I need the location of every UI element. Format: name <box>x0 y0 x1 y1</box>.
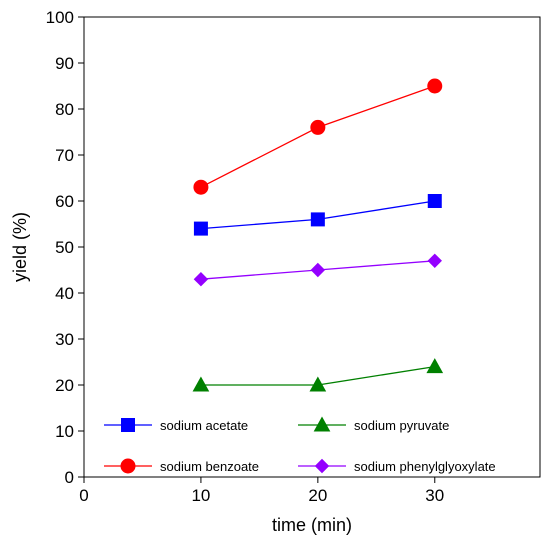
y-axis-title: yield (%) <box>10 212 30 282</box>
legend-marker-sodium-pyruvate <box>313 416 331 432</box>
data-point-sodium-benzoate <box>193 179 209 195</box>
legend-marker-sodium-acetate <box>121 418 135 432</box>
y-tick-label: 20 <box>55 376 74 395</box>
legend-label: sodium phenylglyoxylate <box>354 459 496 474</box>
x-tick-label: 0 <box>79 486 88 505</box>
series-line-sodium-benzoate <box>200 85 435 188</box>
legend-item-sodium-benzoate: sodium benzoate <box>104 458 259 474</box>
series-layer <box>192 78 444 392</box>
series-sodium-acetate <box>193 194 442 236</box>
legend-item-sodium-pyruvate: sodium pyruvate <box>298 416 449 433</box>
x-tick-label: 20 <box>308 486 327 505</box>
legend-marker-sodium-benzoate <box>120 458 136 474</box>
data-point-sodium-acetate <box>193 221 208 236</box>
data-point-sodium-benzoate <box>310 119 326 135</box>
x-tick-label: 10 <box>191 486 210 505</box>
data-point-sodium-pyruvate <box>426 358 444 374</box>
y-tick-label: 0 <box>65 468 74 487</box>
data-point-sodium-acetate <box>427 194 442 208</box>
legend-marker-sodium-phenylglyoxylate <box>314 458 330 474</box>
y-tick-label: 100 <box>46 8 74 27</box>
data-point-sodium-pyruvate <box>192 376 210 392</box>
y-tick-label: 10 <box>55 422 74 441</box>
legend-item-sodium-phenylglyoxylate: sodium phenylglyoxylate <box>298 458 496 474</box>
legend-label: sodium pyruvate <box>354 418 449 433</box>
legend: sodium acetate sodium pyruvate sodium benz… <box>104 416 496 474</box>
data-point-sodium-phenylglyoxylate <box>427 253 442 269</box>
y-tick-label: 60 <box>55 192 74 211</box>
data-point-sodium-acetate <box>310 212 325 227</box>
y-axis: 0 10 20 30 40 50 60 70 80 90 100 <box>46 8 84 487</box>
series-sodium-benzoate <box>193 78 443 195</box>
data-point-sodium-pyruvate <box>309 376 327 392</box>
legend-item-sodium-acetate: sodium acetate <box>104 418 248 433</box>
legend-label: sodium benzoate <box>160 459 259 474</box>
y-tick-label: 90 <box>55 54 74 73</box>
x-axis-title: time (min) <box>272 515 352 535</box>
y-tick-label: 30 <box>55 330 74 349</box>
data-point-sodium-phenylglyoxylate <box>310 262 326 278</box>
y-tick-label: 70 <box>55 146 74 165</box>
x-tick-label: 30 <box>425 486 444 505</box>
series-sodium-pyruvate <box>192 358 444 392</box>
legend-label: sodium acetate <box>160 418 248 433</box>
y-tick-label: 50 <box>55 238 74 257</box>
x-axis: 0 10 20 30 <box>79 477 444 505</box>
plot-area-frame <box>83 16 541 478</box>
y-tick-label: 40 <box>55 284 74 303</box>
y-tick-label: 80 <box>55 100 74 119</box>
data-point-sodium-benzoate <box>427 78 443 94</box>
series-sodium-phenylglyoxylate <box>193 253 442 287</box>
data-point-sodium-phenylglyoxylate <box>193 271 209 287</box>
